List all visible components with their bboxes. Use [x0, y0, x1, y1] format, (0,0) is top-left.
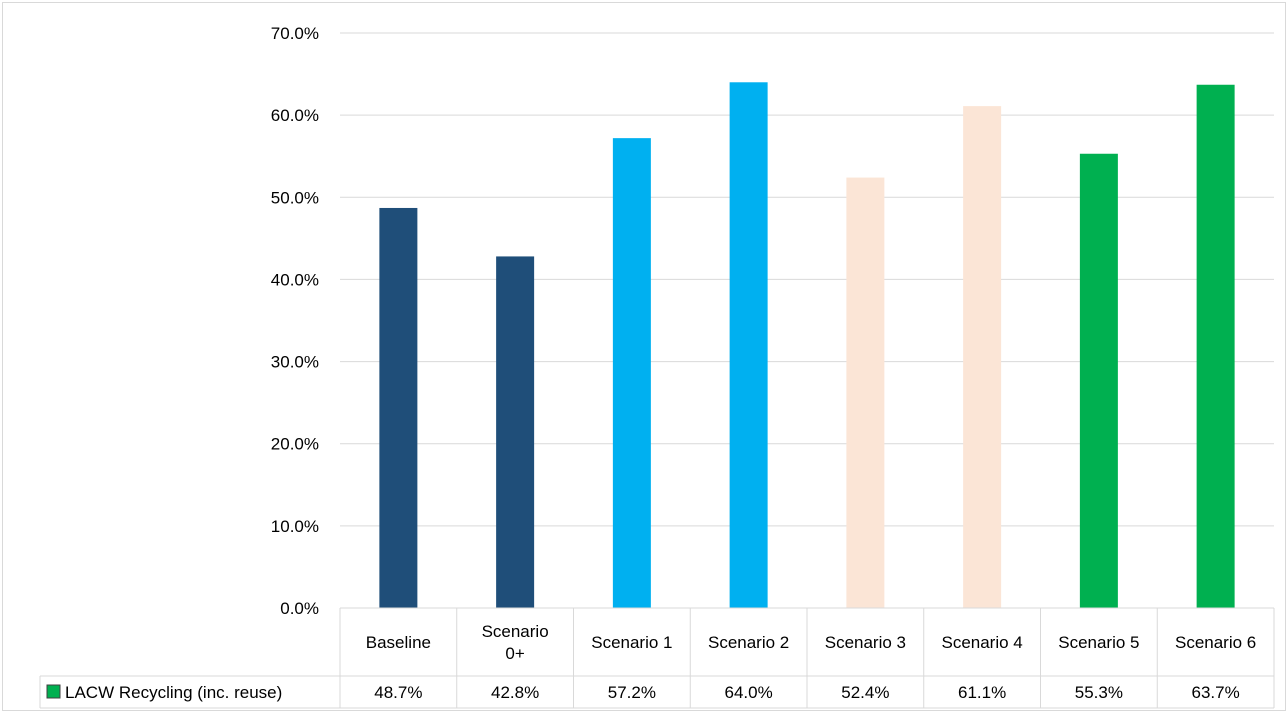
gridlines: [340, 32, 1274, 527]
bar: [963, 106, 1002, 608]
data-table: Baseline Scenario 0+ Scenario 1 Scenario 2 Sc…: [39, 607, 1275, 709]
data-table-value: 42.8%: [491, 683, 539, 702]
category-label: Scenario 6: [1175, 633, 1256, 652]
bars: [379, 82, 1235, 609]
y-tick-label: 20.0%: [271, 435, 319, 454]
category-label: Scenario 5: [1058, 633, 1139, 652]
data-table-value: 57.2%: [608, 683, 656, 702]
y-tick-label: 50.0%: [271, 188, 319, 207]
category-label: Scenario: [482, 622, 549, 641]
bar: [729, 82, 768, 609]
data-table-value: 61.1%: [958, 683, 1006, 702]
data-table-value: 48.7%: [374, 683, 422, 702]
data-table-value: 52.4%: [841, 683, 889, 702]
bar: [846, 177, 885, 609]
y-tick-label: 10.0%: [271, 517, 319, 536]
category-label: Baseline: [366, 633, 431, 652]
data-table-value: 55.3%: [1075, 683, 1123, 702]
y-tick-label: 60.0%: [271, 106, 319, 125]
category-label: Scenario 4: [941, 633, 1022, 652]
bar: [1196, 84, 1235, 608]
y-tick-label: 70.0%: [271, 24, 319, 43]
data-table-value: 63.7%: [1192, 683, 1240, 702]
data-table-value: 64.0%: [725, 683, 773, 702]
bar: [1079, 153, 1118, 608]
y-tick-label: 0.0%: [280, 599, 319, 618]
category-label: Scenario 2: [708, 633, 789, 652]
category-label: Scenario 3: [825, 633, 906, 652]
bar: [612, 138, 651, 608]
y-tick-label: 40.0%: [271, 270, 319, 289]
y-tick-label: 30.0%: [271, 353, 319, 372]
category-label: Scenario 1: [591, 633, 672, 652]
bar: [496, 256, 535, 608]
legend-series-name: LACW Recycling (inc. reuse): [65, 683, 282, 702]
bar: [379, 207, 418, 608]
y-axis-ticks: 0.0% 10.0% 20.0% 30.0% 40.0% 50.0% 60.0% 70.0%: [271, 24, 319, 618]
category-label: 0+: [505, 644, 524, 663]
legend-swatch: [46, 684, 61, 699]
